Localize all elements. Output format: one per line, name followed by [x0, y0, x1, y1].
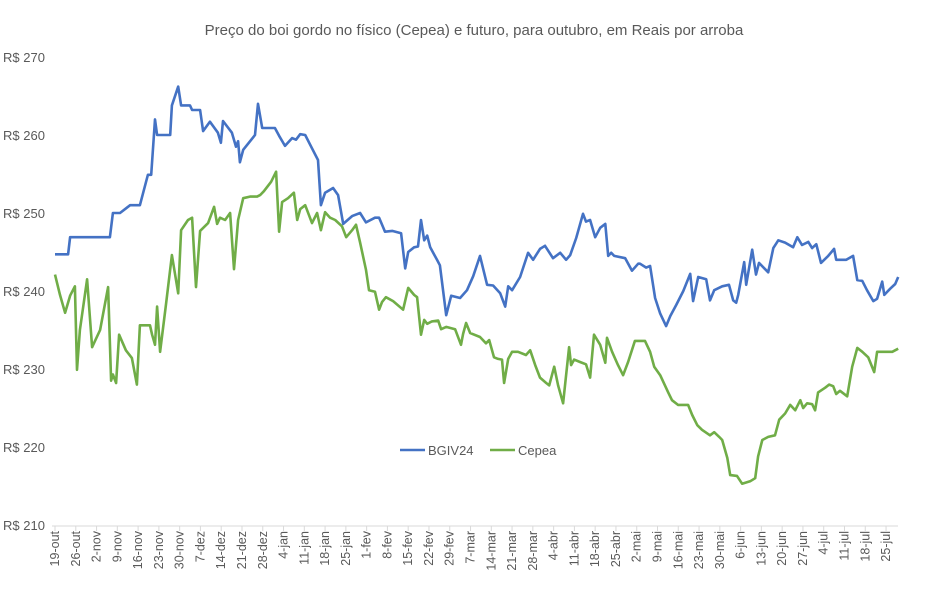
x-tick-label: 9-mai	[651, 531, 665, 562]
x-tick-label: 16-mai	[671, 531, 685, 569]
x-tick-label: 4-jan	[277, 531, 291, 559]
x-tick-label: 21-dez	[235, 531, 249, 569]
x-tick-label: 25-abr	[609, 531, 623, 567]
x-tick-label: 26-out	[69, 530, 83, 566]
x-tick-label: 18-abr	[588, 531, 602, 567]
legend-label-cepea: Cepea	[518, 443, 557, 458]
x-tick-label: 25-jan	[339, 531, 353, 566]
x-tick-label: 16-nov	[131, 530, 145, 569]
x-tick-label: 29-fev	[443, 530, 457, 565]
x-tick-label: 18-jul	[858, 531, 872, 562]
x-tick-label: 7-dez	[193, 531, 207, 562]
x-tick-label: 8-fev	[380, 530, 394, 559]
chart-title: Preço do boi gordo no físico (Cepea) e f…	[204, 22, 744, 39]
x-tick-label: 18-jan	[318, 531, 332, 566]
x-tick-label: 28-mar	[526, 531, 540, 571]
x-tick-label: 19-out	[48, 530, 62, 566]
x-tick-label: 28-dez	[256, 531, 270, 569]
x-tick-label: 2-mai	[630, 531, 644, 562]
series-line-bgiv24	[55, 85, 900, 328]
x-tick-label: 20-jun	[775, 531, 789, 566]
x-tick-label: 15-fev	[401, 530, 415, 565]
series-line-cepea	[53, 170, 899, 486]
y-tick-label: R$ 240	[3, 284, 45, 299]
x-tick-label: 22-fev	[422, 530, 436, 565]
x-tick-label: 1-fev	[360, 530, 374, 559]
x-tick-label: 4-abr	[547, 531, 561, 560]
x-tick-label: 7-mar	[464, 531, 478, 564]
x-tick-label: 27-jun	[796, 531, 810, 566]
x-tick-label: 30-nov	[173, 530, 187, 569]
legend-label-bgiv24: BGIV24	[428, 443, 474, 458]
y-tick-label: R$ 230	[3, 362, 45, 377]
x-tick-label: 21-mar	[505, 531, 519, 571]
x-tick-label: 6-jun	[734, 531, 748, 559]
x-tick-label: 23-nov	[152, 530, 166, 569]
x-tick-label: 23-mai	[692, 531, 706, 569]
y-tick-label: R$ 270	[3, 50, 45, 65]
y-tick-label: R$ 250	[3, 206, 45, 221]
x-tick-label: 9-nov	[110, 530, 124, 562]
x-tick-label: 14-mar	[484, 531, 498, 571]
x-tick-label: 2-nov	[90, 530, 104, 562]
x-tick-label: 11-jan	[297, 531, 311, 565]
x-tick-label: 25-jul	[879, 531, 893, 562]
x-tick-label: 14-dez	[214, 531, 228, 569]
x-tick-label: 11-jul	[837, 531, 851, 561]
y-tick-label: R$ 260	[3, 128, 45, 143]
x-tick-label: 30-mai	[713, 531, 727, 569]
y-tick-label: R$ 220	[3, 440, 45, 455]
x-tick-label: 4-jul	[817, 531, 831, 555]
x-tick-label: 11-abr	[567, 531, 581, 566]
x-tick-label: 13-jun	[754, 531, 768, 566]
y-tick-label: R$ 210	[3, 518, 45, 533]
